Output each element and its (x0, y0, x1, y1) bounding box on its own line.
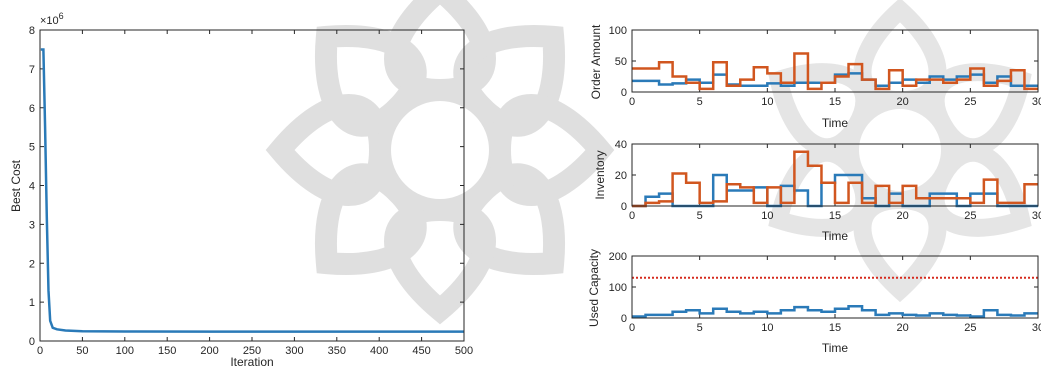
y-tick-label: 4 (29, 181, 35, 193)
best-cost-plot: 0 50 100 150 200 250 300 350 400 450 500012345678 … (9, 11, 473, 369)
used-capacity-plot: 0 5 10 15 20 25 30 0 100 200 Used Capacity Time (587, 249, 1041, 355)
x-tick-label: 10 (761, 210, 773, 222)
x-tick-label: 50 (76, 345, 88, 357)
y-tick-label: 100 (609, 282, 627, 294)
x-tick-label: 450 (412, 345, 430, 357)
capacity-ticks: 0 5 10 15 20 25 30 0 100 200 (609, 251, 1041, 334)
x-tick-label: 5 (697, 96, 703, 108)
y-tick-label: 5 (29, 142, 35, 154)
x-tick-label: 20 (897, 96, 909, 108)
y-tick-label: 200 (609, 251, 627, 263)
order-y-label: Order Amount (589, 24, 603, 99)
y-tick-label: 20 (615, 170, 627, 182)
capacity-marks (632, 276, 1038, 318)
y-tick-label: 0 (621, 87, 627, 99)
x-tick-label: 0 (629, 210, 635, 222)
capacity-axes-box (631, 255, 1039, 319)
inventory-x-label: Time (822, 229, 849, 243)
x-tick-label: 15 (829, 322, 841, 334)
inventory-y-label: Inventory (593, 150, 607, 199)
x-tick-label: 15 (829, 210, 841, 222)
inv-series-2-line (632, 150, 1038, 208)
order-x-label: Time (822, 116, 849, 130)
x-tick-label: 350 (328, 345, 346, 357)
x-tick-label: 30 (1032, 322, 1041, 334)
cost-exponent: ×106 (40, 11, 64, 27)
x-tick-label: 500 (455, 345, 473, 357)
y-tick-label: 0 (621, 201, 627, 213)
y-tick-label: 8 (29, 25, 35, 37)
cost-ticks: 0 50 100 150 200 250 300 350 400 450 500 0 1 2 3 4 5 6 7 8 (29, 25, 473, 357)
y-tick-label: 1 (29, 297, 35, 309)
cost-axes-box (39, 29, 465, 342)
cost-series-1-line (40, 48, 464, 333)
x-tick-label: 10 (761, 322, 773, 334)
order-axes-box (631, 29, 1039, 93)
order-ticks: 0 5 10 15 20 25 30 0 50 100 (609, 25, 1041, 108)
x-tick-label: 150 (158, 345, 176, 357)
x-tick-label: 5 (697, 322, 703, 334)
y-tick-label: 100 (609, 25, 627, 37)
inventory-axes-box (631, 143, 1039, 207)
x-tick-label: 30 (1032, 210, 1041, 222)
x-tick-label: 15 (829, 96, 841, 108)
capacity-y-label: Used Capacity (587, 249, 601, 327)
x-tick-label: 20 (897, 210, 909, 222)
inventory-plot: 0 5 10 15 20 25 30 0 20 40 Inventory Time (593, 139, 1041, 243)
order-marks (632, 52, 1038, 91)
cost-x-label: Iteration (230, 355, 273, 369)
x-tick-label: 30 (1032, 96, 1041, 108)
y-tick-label: 3 (29, 219, 35, 231)
x-tick-label: 0 (37, 345, 43, 357)
cost-marks (40, 48, 464, 333)
watermark (265, 0, 1032, 325)
x-tick-label: 20 (897, 322, 909, 334)
x-tick-label: 0 (629, 322, 635, 334)
x-tick-label: 0 (629, 96, 635, 108)
x-tick-label: 25 (964, 210, 976, 222)
x-tick-label: 250 (243, 345, 261, 357)
x-tick-label: 200 (200, 345, 218, 357)
x-tick-label: 100 (116, 345, 134, 357)
order-amount-plot: 0 5 10 15 20 25 30 0 50 100 Order Amount Time (589, 24, 1041, 130)
y-tick-label: 0 (621, 313, 627, 325)
y-tick-label: 2 (29, 258, 35, 270)
y-tick-label: 50 (615, 56, 627, 68)
x-tick-label: 400 (370, 345, 388, 357)
y-tick-label: 6 (29, 103, 35, 115)
cost-y-label: Best Cost (9, 159, 23, 212)
y-tick-label: 40 (615, 139, 627, 151)
x-tick-label: 300 (285, 345, 303, 357)
y-tick-label: 0 (29, 336, 35, 348)
order-series-2-line (632, 52, 1038, 91)
cap-series-1-line (632, 304, 1038, 318)
x-tick-label: 25 (964, 96, 976, 108)
capacity-x-label: Time (822, 341, 849, 355)
x-tick-label: 10 (761, 96, 773, 108)
x-tick-label: 25 (964, 322, 976, 334)
y-tick-label: 7 (29, 64, 35, 76)
x-tick-label: 5 (697, 210, 703, 222)
